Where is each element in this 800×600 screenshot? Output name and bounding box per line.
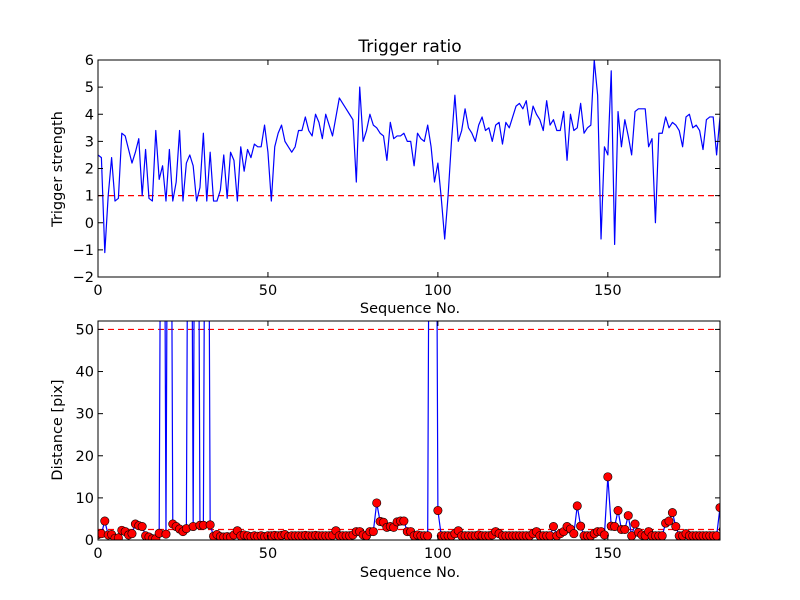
y-tick-label: 0	[85, 216, 94, 232]
y-tick-label: 40	[76, 365, 94, 381]
data-point	[205, 520, 215, 530]
y-tick-label: 6	[85, 53, 94, 69]
y-tick-label: 2	[85, 162, 94, 178]
trigger-ratio-subplot: Trigger ratio Sequence No. Trigger stren…	[50, 37, 721, 317]
data-point	[423, 531, 433, 540]
y-tick-label: 50	[76, 322, 94, 338]
x-axis-label-bottom: Sequence No.	[360, 565, 460, 581]
data-point	[161, 529, 171, 539]
data-point	[576, 521, 586, 531]
data-point	[657, 531, 667, 540]
x-tick-label: 100	[424, 283, 452, 299]
data-point	[613, 506, 623, 516]
plot-content	[98, 60, 720, 254]
y-tick-label: 10	[76, 491, 94, 507]
y-tick-label: 30	[76, 407, 94, 423]
x-tick-label: 0	[93, 283, 102, 299]
y-axis-label-bottom: Distance [pix]	[50, 379, 66, 480]
data-point	[368, 527, 378, 537]
y-tick-label: −1	[73, 243, 94, 259]
data-point	[630, 519, 640, 529]
x-axis-label-top: Sequence No.	[360, 301, 460, 317]
data-point	[572, 501, 582, 511]
data-point	[726, 523, 734, 531]
plot-content	[98, 321, 734, 540]
data-point	[664, 516, 674, 526]
chart-title: Trigger ratio	[357, 37, 461, 57]
data-point	[623, 511, 633, 521]
y-tick-label: 5	[85, 80, 94, 96]
data-point	[399, 516, 409, 526]
x-tick-label: 50	[259, 546, 277, 562]
data-point	[723, 525, 731, 533]
x-tick-label: 100	[424, 546, 452, 562]
x-tick-label: 0	[93, 546, 102, 562]
data-point	[569, 529, 579, 539]
y-tick-label: 4	[85, 107, 94, 123]
series-line	[98, 60, 720, 254]
data-point	[671, 522, 681, 532]
data-point	[113, 533, 123, 540]
x-tick-label: 50	[259, 283, 277, 299]
data-point	[620, 524, 630, 534]
x-tick-label: 150	[594, 546, 622, 562]
y-axis-label-top: Trigger strength	[50, 111, 66, 228]
y-tick-label: 0	[85, 533, 94, 549]
data-point	[603, 472, 613, 482]
plot-area	[98, 321, 720, 540]
axes-frame	[97, 320, 721, 541]
y-tick-label: −2	[73, 270, 94, 286]
data-point	[137, 522, 147, 532]
y-tick-label: 3	[85, 134, 94, 150]
distance-subplot: Sequence No. Distance [pix] 0 50 100 150 0 10…	[50, 320, 734, 581]
y-tick-label: 1	[85, 189, 94, 205]
x-tick-label: 150	[594, 283, 622, 299]
data-point	[127, 529, 137, 539]
y-tick-label: 20	[76, 449, 94, 465]
data-point	[372, 498, 382, 508]
data-point	[599, 530, 609, 540]
data-point	[433, 506, 443, 516]
plot-area	[98, 60, 720, 277]
data-point	[667, 508, 677, 518]
data-point	[548, 522, 558, 532]
data-point	[100, 516, 110, 526]
